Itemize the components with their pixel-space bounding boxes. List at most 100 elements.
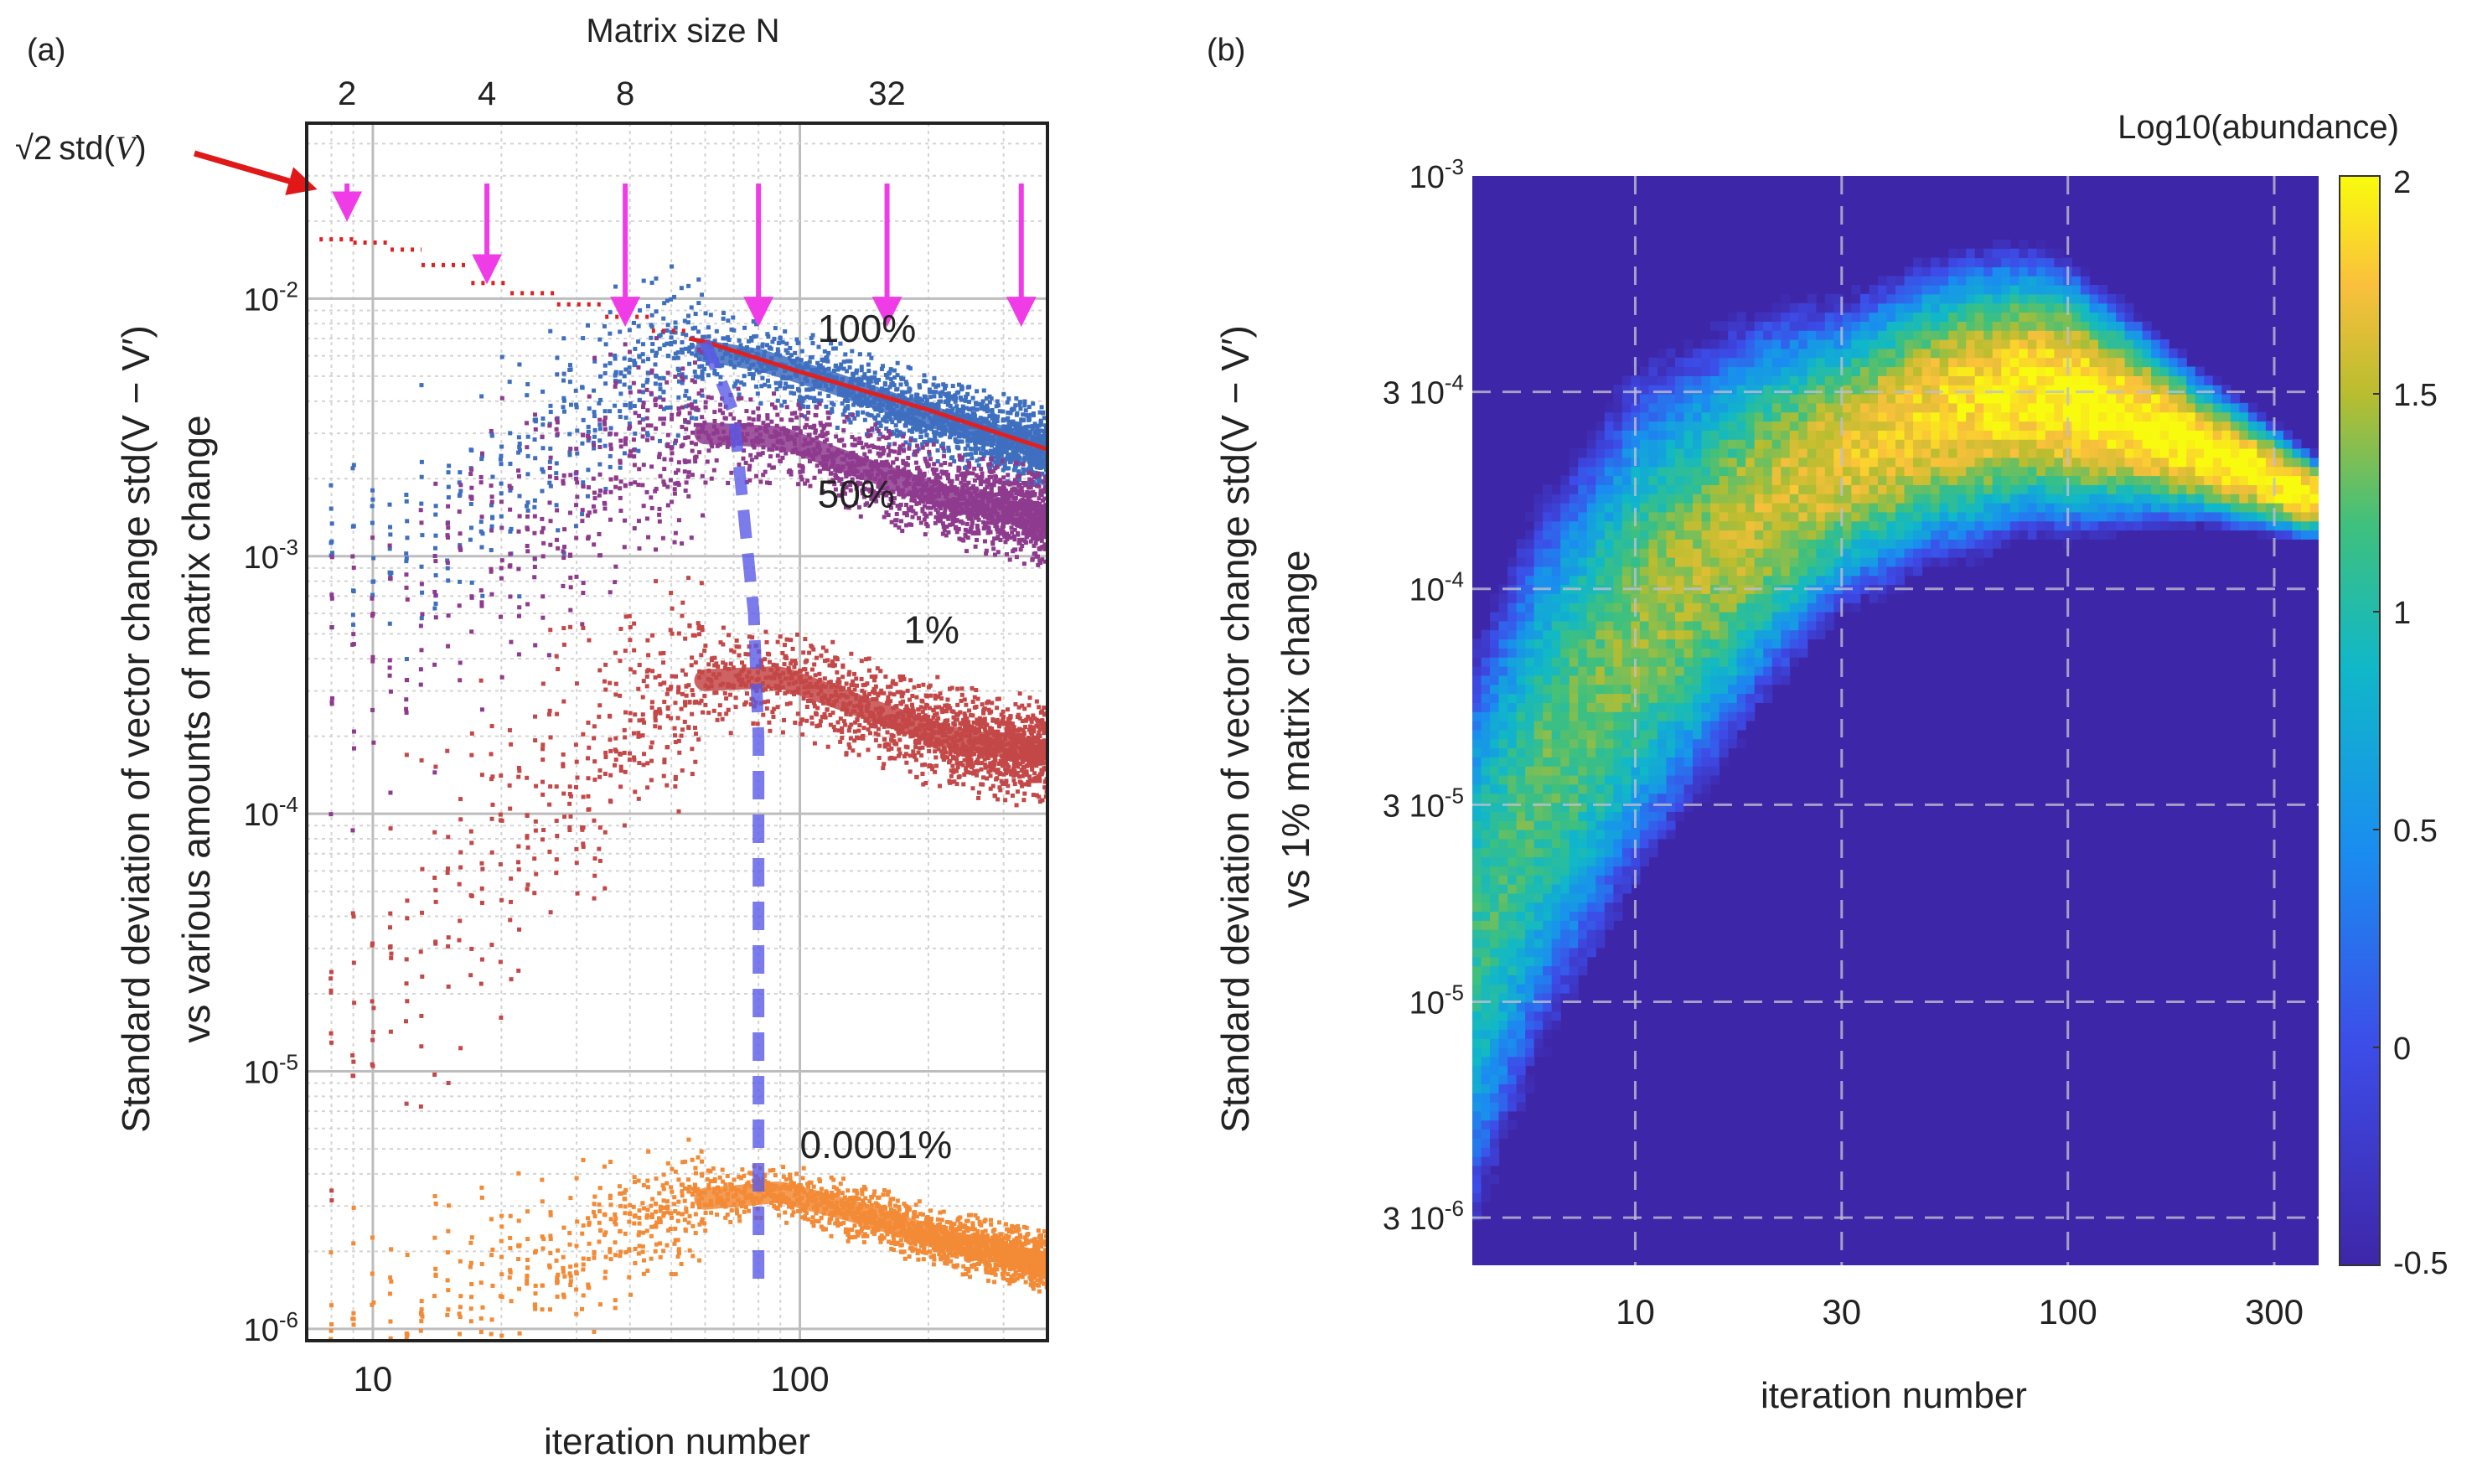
data-point [592, 777, 597, 782]
data-point [418, 508, 423, 513]
data-point [758, 401, 763, 406]
data-point [942, 528, 947, 533]
data-point [992, 518, 997, 523]
data-point [703, 311, 708, 316]
data-point [567, 784, 572, 789]
data-point [515, 860, 520, 865]
data-point [749, 338, 754, 343]
data-point [1006, 495, 1011, 500]
data-point [950, 384, 955, 389]
data-point [846, 359, 851, 364]
data-point [613, 749, 618, 754]
data-point [404, 559, 409, 564]
data-point [991, 420, 996, 425]
data-point [775, 398, 780, 403]
data-point [1021, 524, 1027, 529]
data-point [641, 383, 646, 388]
data-point [618, 495, 623, 500]
data-point [418, 682, 423, 687]
data-point [581, 626, 586, 631]
data-point [686, 470, 691, 475]
data-point [653, 718, 658, 723]
data-point [418, 623, 423, 628]
data-point [1037, 503, 1042, 508]
data-point [608, 447, 613, 452]
data-point [646, 653, 651, 658]
data-point [996, 518, 1001, 523]
data-point [712, 655, 717, 660]
data-point [350, 911, 355, 916]
data-point [1036, 562, 1041, 567]
data-point [1043, 423, 1047, 428]
data-point [938, 518, 943, 523]
data-point [989, 396, 994, 401]
data-point [884, 426, 889, 431]
data-point [653, 675, 658, 680]
data-point [693, 422, 698, 427]
data-point [811, 386, 816, 391]
data-point [597, 438, 602, 443]
data-point [728, 692, 733, 697]
data-point [970, 471, 975, 476]
data-point [859, 659, 864, 664]
data-point [1032, 492, 1037, 497]
data-point [676, 738, 681, 743]
data-point [935, 448, 940, 453]
data-point [890, 496, 895, 501]
data-point [975, 528, 980, 533]
data-point [843, 491, 848, 496]
data-point [922, 504, 927, 509]
data-point [420, 590, 425, 595]
data-point [636, 519, 641, 524]
data-point [964, 464, 969, 469]
data-point [700, 393, 705, 398]
data-point [893, 423, 898, 428]
data-point [689, 402, 694, 407]
data-point [540, 489, 545, 494]
data-point [1027, 416, 1032, 421]
data-point [750, 635, 755, 640]
data-point [819, 398, 824, 403]
data-point [1008, 411, 1013, 416]
data-point [581, 794, 586, 799]
data-point [418, 667, 423, 672]
data-point [613, 650, 618, 655]
data-point [840, 437, 845, 442]
data-point [820, 715, 825, 720]
data-point [525, 472, 530, 477]
data-point [547, 849, 552, 854]
data-point [715, 372, 720, 377]
data-point [555, 711, 560, 716]
data-point [760, 688, 765, 693]
data-point [1001, 391, 1006, 396]
data-point [457, 938, 462, 943]
data-point [784, 637, 789, 642]
data-point [1012, 537, 1017, 542]
data-point [509, 742, 514, 747]
data-point [675, 433, 680, 438]
data-point [404, 710, 409, 715]
data-point [586, 485, 591, 490]
data-point [479, 886, 484, 891]
data-point [805, 405, 810, 410]
data-point [865, 681, 870, 686]
data-point [936, 404, 941, 409]
data-point [804, 416, 809, 421]
data-point [859, 676, 864, 681]
data-point [881, 434, 886, 439]
data-point [632, 454, 637, 459]
data-point [517, 605, 522, 610]
data-point [548, 483, 553, 489]
data-point [775, 705, 780, 710]
data-point [641, 763, 646, 768]
data-point [1017, 424, 1022, 429]
data-point [1024, 525, 1029, 530]
data-point [555, 420, 560, 425]
data-point [696, 329, 701, 334]
data-point [891, 460, 896, 465]
data-point [613, 432, 618, 437]
data-point [788, 701, 793, 706]
data-point [618, 458, 623, 463]
data-point [540, 469, 546, 474]
data-point [586, 323, 591, 328]
